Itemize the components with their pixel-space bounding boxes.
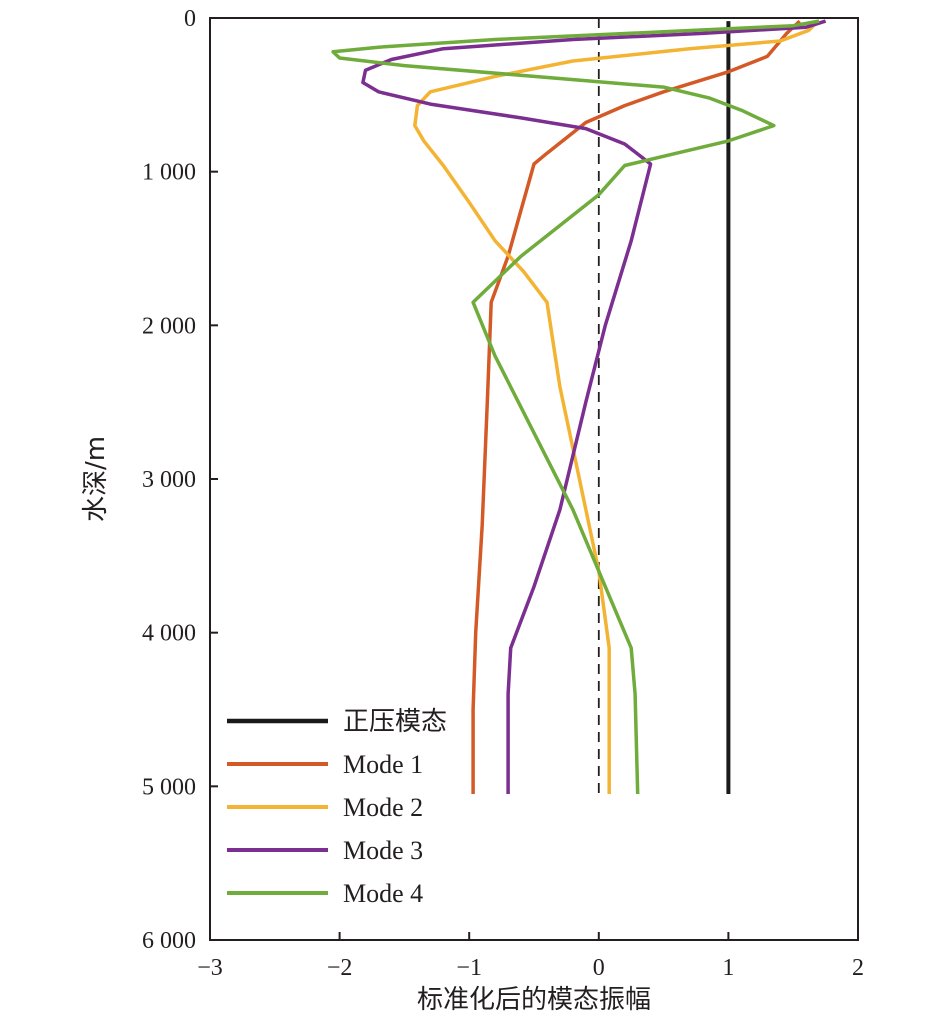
x-tick-label: −1 xyxy=(456,955,482,981)
legend-label-3: Mode 3 xyxy=(343,836,423,865)
legend-label-2: Mode 2 xyxy=(343,793,423,822)
x-axis: −3 −2 −1 0 1 2 xyxy=(197,932,864,981)
legend-label-0: 正压模态 xyxy=(343,707,447,737)
y-tick-label: 3 000 xyxy=(142,467,196,493)
y-tick-label: 1 000 xyxy=(142,160,196,186)
series-layer xyxy=(331,19,827,795)
legend-label-1: Mode 1 xyxy=(343,750,423,779)
x-tick-label: 1 xyxy=(722,955,734,981)
legend: 正压模态 Mode 1 Mode 2 Mode 3 Mode 4 xyxy=(227,707,447,908)
series-line-4 xyxy=(331,19,820,795)
x-tick-label: 2 xyxy=(852,955,864,981)
x-tick-label: 0 xyxy=(593,955,605,981)
x-tick-label: −2 xyxy=(327,955,353,981)
y-tick-label: 2 000 xyxy=(142,313,196,339)
y-axis-title: 水深/m xyxy=(81,436,111,522)
x-axis-title: 标准化后的模态振幅 xyxy=(417,985,651,1015)
legend-label-4: Mode 4 xyxy=(343,879,423,908)
y-tick-label: 4 000 xyxy=(142,621,196,647)
series-line-2 xyxy=(413,21,818,794)
plot-frame xyxy=(209,17,859,941)
y-axis: 0 1 000 2 000 3 000 4 000 5 000 6 000 xyxy=(142,6,218,954)
series-line-3 xyxy=(361,19,827,794)
x-tick-label: −3 xyxy=(197,955,223,981)
y-tick-label: 6 000 xyxy=(142,928,196,954)
y-tick-label: 5 000 xyxy=(142,774,196,800)
series-line-1 xyxy=(471,19,801,794)
y-tick-label: 0 xyxy=(184,6,196,32)
